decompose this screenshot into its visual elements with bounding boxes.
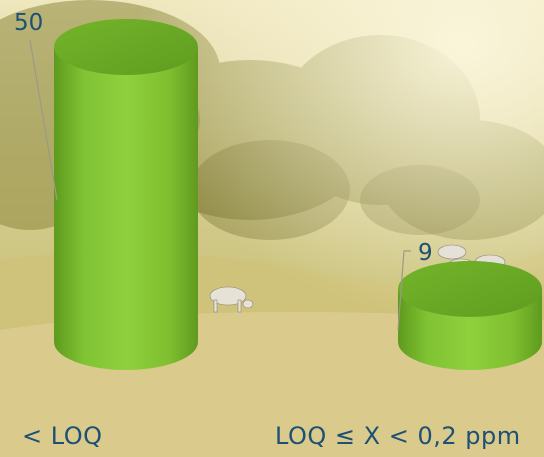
- data-label-leader-1: [397, 250, 411, 331]
- data-labels-group: 50 9: [14, 10, 433, 331]
- x-tick-label-less-than-loq: < LOQ: [22, 422, 103, 450]
- data-label-1: 9: [418, 240, 433, 266]
- bar-0: [54, 19, 198, 370]
- bars-group: [54, 19, 542, 370]
- cow-icon: [209, 286, 254, 313]
- bar-1: [398, 260, 542, 370]
- data-label-leader-0: [29, 39, 58, 201]
- x-tick-label-loq-to-0-2-ppm: LOQ ≤ X < 0,2 ppm: [275, 422, 521, 450]
- data-label-0: 50: [14, 10, 43, 36]
- bar-body-0: [54, 47, 198, 370]
- bar-top-1: [398, 260, 542, 317]
- bar-top-0: [54, 19, 198, 75]
